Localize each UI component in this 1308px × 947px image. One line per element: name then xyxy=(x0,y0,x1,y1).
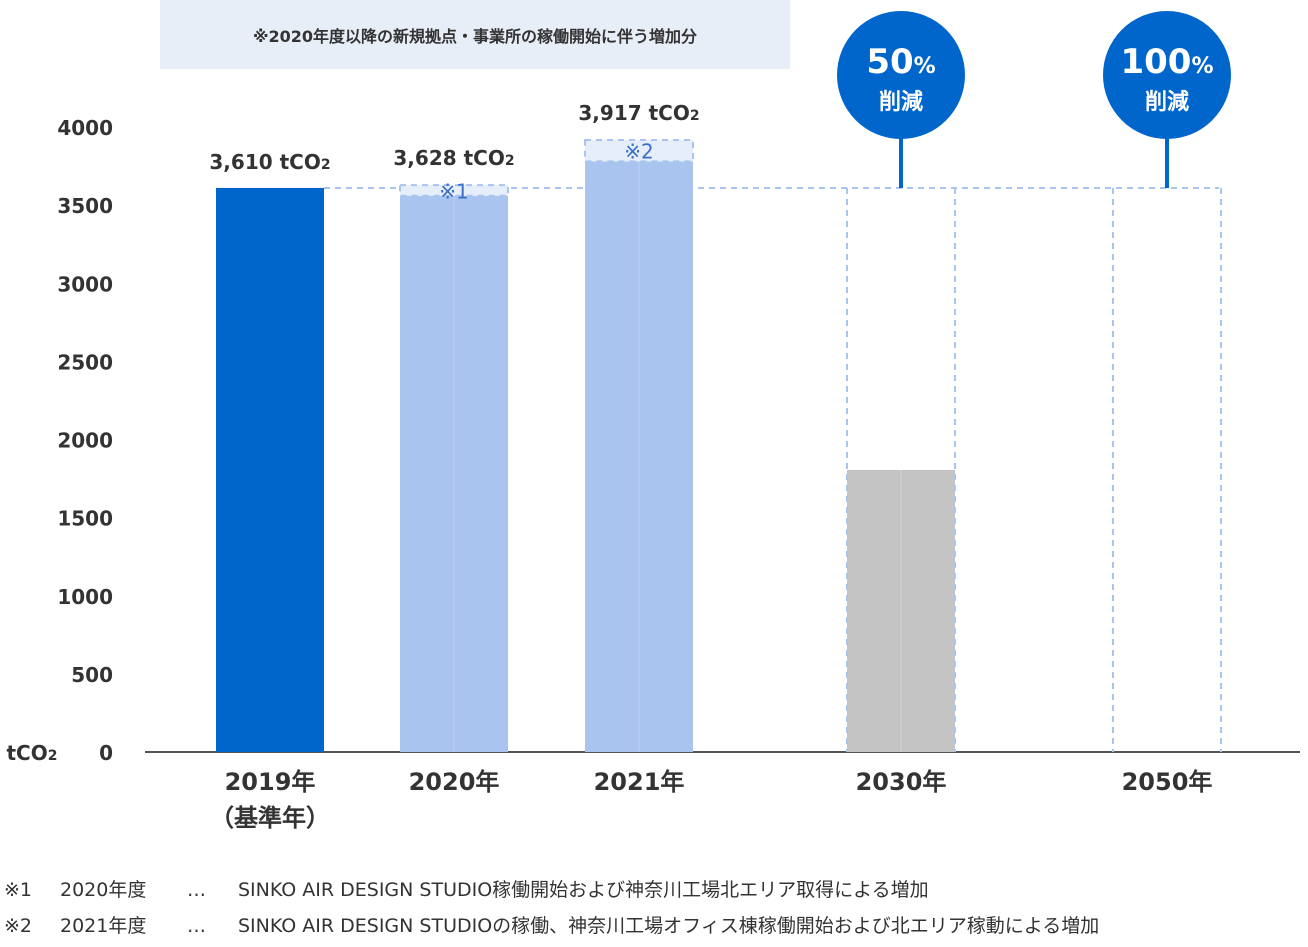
increase-box xyxy=(584,138,694,163)
footnote-year: 2021年度 xyxy=(60,915,147,937)
emissions-chart: ※2020年度以降の新規拠点・事業所の稼働開始に伴う増加分 0 500 1000 150… xyxy=(7,0,1300,832)
banner-text: ※2020年度以降の新規拠点・事業所の稼働開始に伴う増加分 xyxy=(253,27,697,46)
badge-text: 削減 xyxy=(1145,90,1189,115)
x-tick-label: 2019年 xyxy=(225,768,316,796)
increase-box xyxy=(399,184,509,197)
y-unit-label: tCO2 xyxy=(7,741,58,765)
y-tick-label: 3000 xyxy=(57,272,113,296)
y-tick-label: 0 xyxy=(99,741,113,765)
reduction-badge xyxy=(837,11,965,139)
x-tick-label: 2050年 xyxy=(1122,768,1213,796)
bar xyxy=(216,187,324,752)
y-tick-label: 500 xyxy=(71,663,113,687)
badge-text: 削減 xyxy=(879,90,923,115)
increase-mark: ※2 xyxy=(624,140,653,164)
badge-percent: 100% xyxy=(1120,42,1213,82)
x-tick-label-sub: （基準年） xyxy=(210,804,330,832)
banner-box xyxy=(160,0,790,69)
y-tick-label: 1500 xyxy=(57,507,113,531)
footnote-year: 2020年度 xyxy=(60,879,147,901)
footnote-dots: … xyxy=(187,915,206,937)
footnote-text: SINKO AIR DESIGN STUDIOの稼働、神奈川工場オフィス棟稼働開… xyxy=(238,915,1100,937)
increase-mark: ※1 xyxy=(439,179,468,203)
footnote-key: ※1 xyxy=(4,879,33,901)
value-label: 3,917 tCO2 xyxy=(578,101,699,125)
reduction-badge xyxy=(1103,11,1231,139)
y-tick-label: 4000 xyxy=(57,116,113,140)
y-tick-label: 2500 xyxy=(57,350,113,374)
footnote-dots: … xyxy=(187,879,206,901)
x-tick-label: 2020年 xyxy=(409,768,500,796)
footnote-1: ※1 2020年度 … SINKO AIR DESIGN STUDIO稼働開始お… xyxy=(0,872,1308,908)
footnote-key: ※2 xyxy=(4,915,33,937)
footnote-2: ※2 2021年度 … SINKO AIR DESIGN STUDIOの稼働、神… xyxy=(0,908,1308,944)
footnotes: ※1 2020年度 … SINKO AIR DESIGN STUDIO稼働開始お… xyxy=(0,872,1308,944)
x-tick-label: 2030年 xyxy=(856,768,947,796)
y-tick-label: 2000 xyxy=(57,429,113,453)
y-tick-label: 1000 xyxy=(57,585,113,609)
badge-percent: 50% xyxy=(866,42,935,82)
value-label: 3,610 tCO2 xyxy=(209,150,330,174)
footnote-text: SINKO AIR DESIGN STUDIO稼働開始および神奈川工場北エリア取… xyxy=(238,879,929,901)
value-label: 3,628 tCO2 xyxy=(393,146,514,170)
x-tick-label: 2021年 xyxy=(594,768,685,796)
y-tick-label: 3500 xyxy=(57,194,113,218)
